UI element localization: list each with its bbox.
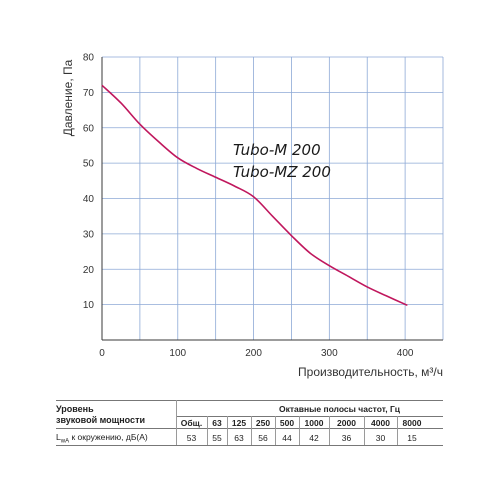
row-name-sub: wA: [60, 438, 70, 445]
sound-level-cell: 30: [375, 433, 386, 443]
x-axis-label: Производительность, м³/ч: [298, 365, 443, 379]
y-tick-label: 10: [83, 300, 95, 311]
y-axis-label: Давление, Па: [61, 59, 75, 136]
x-tick-label: 200: [245, 348, 262, 359]
frequency-header-cell: 8000: [402, 418, 422, 428]
sound-power-table: Уровень звуковой мощности Октавные полос…: [56, 400, 443, 450]
row-name: LwA к окружению, дБ(А): [56, 432, 148, 445]
x-tick-label: 300: [321, 348, 338, 359]
chart-series: [101, 84, 408, 307]
sound-level-cell: 15: [407, 433, 417, 443]
y-tick-label: 30: [83, 229, 95, 240]
row-name-rest: к окружению, дБ(А): [69, 432, 148, 442]
sound-level-cell: 63: [234, 433, 244, 443]
sound-level-cell: 42: [309, 433, 319, 443]
y-tick-label: 50: [83, 159, 95, 170]
row-label-line2: звуковой мощности: [56, 415, 146, 425]
frequency-header-cell: 4000: [371, 418, 390, 428]
frequency-header-cell: 500: [279, 418, 295, 428]
chart-axes: [101, 57, 443, 341]
frequency-header-cell: 63: [212, 418, 222, 428]
y-tick-label: 60: [83, 123, 95, 134]
octave-band-header: Октавные полосы частот, Гц: [278, 404, 400, 414]
table-column-divider: [251, 416, 252, 445]
row-name-prefix: L: [56, 432, 61, 442]
table-column-divider: [397, 416, 398, 445]
table-column-divider: [329, 416, 330, 445]
frequency-header-cell: 125: [231, 418, 247, 428]
table-column-divider: [176, 400, 177, 445]
sound-level-cell: 56: [258, 433, 268, 443]
y-tick-label: 40: [83, 194, 95, 205]
model-label-1: Tubo-M 200: [233, 141, 321, 159]
y-tick-label: 20: [83, 265, 95, 276]
frequency-header-cell: 250: [255, 418, 271, 428]
sound-level-cell: 44: [282, 433, 292, 443]
frequency-header-cell: Общ.: [180, 418, 203, 428]
frequency-header-cell: 2000: [337, 418, 356, 428]
table-top-rule: [56, 400, 443, 401]
pressure-curve: [101, 84, 408, 307]
chart-grid: [102, 56, 444, 340]
table-header-rule: [176, 416, 443, 417]
x-axis-ticks: 0 100 200 300 400: [99, 348, 414, 359]
table-column-divider: [207, 416, 208, 445]
table-mid-rule: [56, 428, 443, 429]
row-label-line1: Уровень: [56, 404, 94, 414]
sound-level-cell: 36: [341, 433, 352, 443]
table-column-divider: [364, 416, 365, 445]
model-label-2: Tubo-MZ 200: [233, 163, 331, 181]
x-tick-label: 100: [169, 348, 186, 359]
y-tick-label: 80: [83, 53, 95, 64]
sound-level-cell: 53: [186, 433, 197, 443]
table-column-divider: [275, 416, 276, 445]
table-column-divider: [227, 416, 228, 445]
sound-level-cell: 55: [212, 433, 222, 443]
y-tick-label: 70: [83, 88, 95, 99]
x-tick-label: 0: [99, 348, 105, 359]
table-bottom-rule: [56, 445, 443, 446]
frequency-header-cell: 1000: [304, 418, 324, 428]
table-column-divider: [299, 416, 300, 445]
y-axis-ticks: 10 20 30 40 50 60 70 80: [83, 53, 95, 312]
performance-chart: 0 100 200 300 400 10 20 30 40 50 60 70 80 Tubo-M 20…: [61, 53, 444, 379]
x-tick-label: 400: [397, 348, 414, 359]
